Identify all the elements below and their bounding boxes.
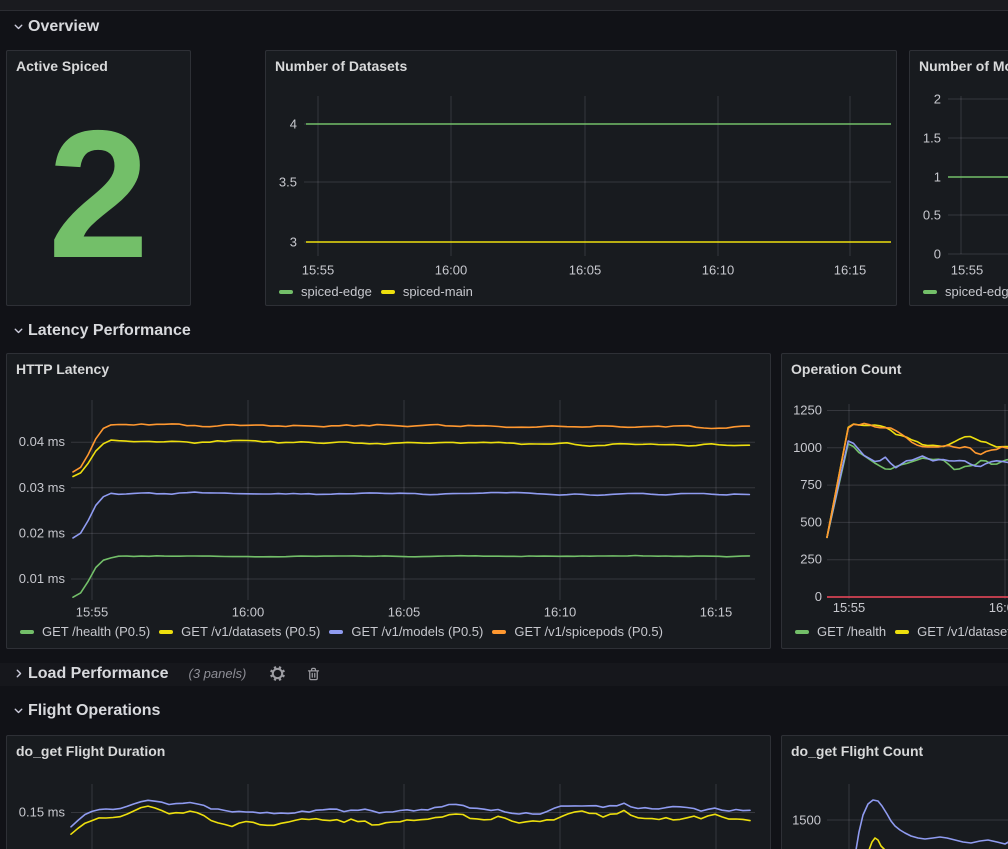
svg-text:16:00: 16:00	[989, 600, 1008, 615]
svg-text:1: 1	[934, 170, 941, 185]
svg-text:0: 0	[815, 589, 822, 604]
svg-text:0.02 ms: 0.02 ms	[19, 525, 66, 540]
svg-text:15:55: 15:55	[302, 263, 335, 278]
svg-text:0.04 ms: 0.04 ms	[19, 434, 66, 449]
svg-text:0.5: 0.5	[923, 208, 941, 223]
svg-text:500: 500	[800, 514, 822, 529]
svg-text:0.01 ms: 0.01 ms	[19, 571, 66, 586]
svg-text:750: 750	[800, 477, 822, 492]
svg-text:4: 4	[290, 117, 297, 132]
svg-text:250: 250	[800, 552, 822, 567]
svg-text:16:15: 16:15	[834, 263, 867, 278]
svg-text:0.03 ms: 0.03 ms	[19, 480, 66, 495]
svg-text:3: 3	[290, 235, 297, 250]
svg-text:16:00: 16:00	[232, 605, 265, 620]
svg-text:16:05: 16:05	[569, 263, 602, 278]
svg-text:16:10: 16:10	[702, 263, 735, 278]
svg-text:1.5: 1.5	[923, 131, 941, 146]
svg-text:1250: 1250	[793, 403, 822, 418]
svg-text:15:55: 15:55	[76, 605, 109, 620]
svg-text:1000: 1000	[793, 440, 822, 455]
svg-text:16:15: 16:15	[700, 605, 733, 620]
svg-text:15:55: 15:55	[833, 600, 866, 615]
svg-text:15:55: 15:55	[951, 263, 984, 278]
svg-text:0: 0	[934, 247, 941, 262]
svg-text:1500: 1500	[792, 813, 821, 828]
svg-text:16:10: 16:10	[544, 605, 577, 620]
svg-text:0.15 ms: 0.15 ms	[19, 805, 66, 820]
svg-text:2: 2	[934, 92, 941, 107]
svg-text:16:00: 16:00	[435, 263, 468, 278]
svg-text:16:05: 16:05	[388, 605, 421, 620]
svg-text:3.5: 3.5	[279, 175, 297, 190]
